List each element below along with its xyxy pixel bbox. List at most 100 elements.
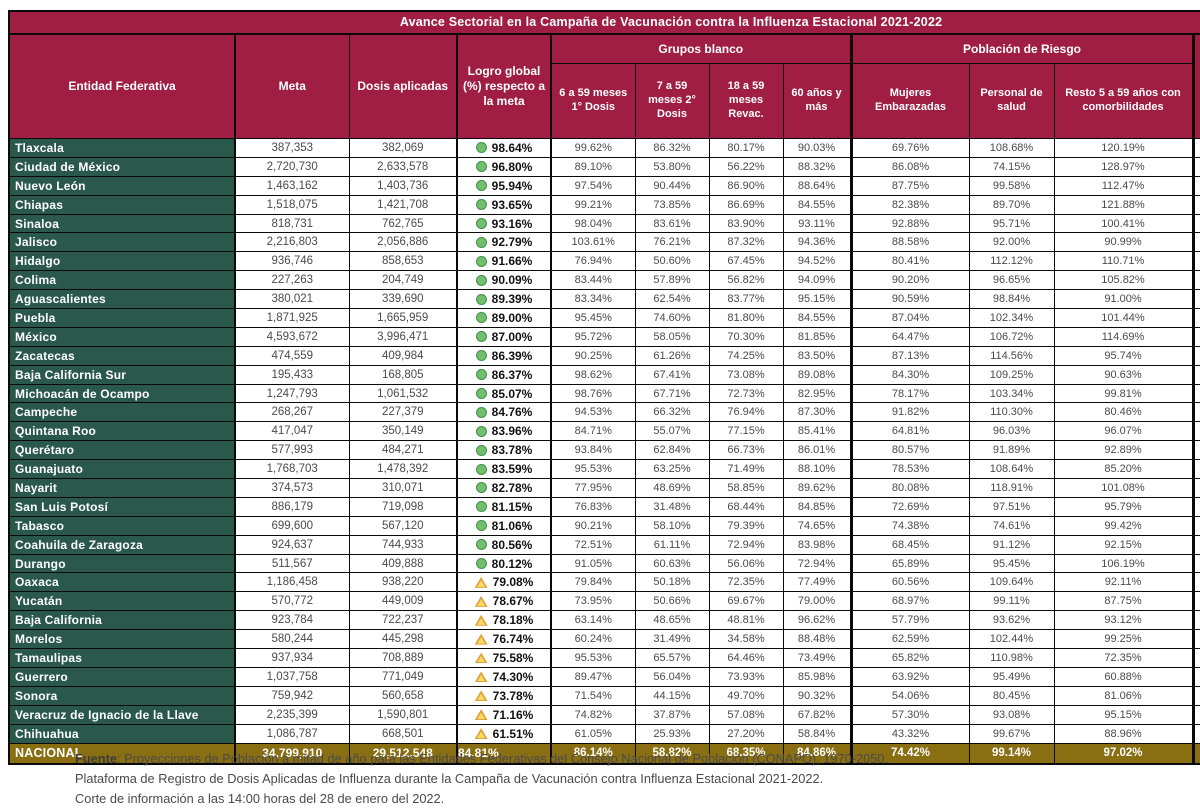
national-pct: 58.82% [634,742,710,764]
pct-embarazadas: 88.58% [849,232,970,253]
state-row: Durango 511,567 409,888 80.12% 91.05% 60… [8,553,1200,574]
state-row: Hidalgo 936,746 858,653 91.66% 76.94% 50… [8,251,1200,272]
pct-personal-salud: 74.61% [968,515,1055,536]
cropped-column-cell [1191,723,1200,744]
state-name: Aguascalientes [8,289,236,310]
dosis-value: 382,069 [348,138,458,158]
pct-18a59-revac: 80.17% [708,138,784,158]
logro-value: 98.64% [491,140,533,155]
pct-18a59-revac: 81.80% [708,308,784,328]
dosis-value: 449,009 [348,591,458,612]
meta-value: 1,871,925 [234,308,350,328]
pct-6a59-1dosis: 90.21% [550,515,636,536]
meta-value: 374,573 [234,478,350,498]
state-row: Tabasco 699,600 567,120 81.06% 90.21% 58… [8,515,1200,536]
pct-7a59-2dosis: 86.32% [634,138,710,158]
pct-personal-salud: 98.84% [968,289,1055,310]
pct-7a59-2dosis: 73.85% [634,194,710,215]
source-line2: Plataforma de Registro de Dosis Aplicada… [75,771,824,787]
meta-value: 417,047 [234,421,350,442]
dosis-value: 708,889 [348,648,458,668]
pct-60ymas: 88.48% [782,629,852,650]
meta-value: 936,746 [234,251,350,272]
pct-60ymas: 94.36% [782,232,852,253]
status-warning-triangle-icon [474,690,488,702]
state-name: Chiapas [8,194,236,215]
state-row: Quintana Roo 417,047 350,149 83.96% 84.7… [8,421,1200,442]
pct-embarazadas: 87.75% [849,175,970,196]
logro-value: 78.67% [492,594,534,609]
status-ok-circle-icon [475,520,487,532]
state-row: Sonora 759,942 560,658 73.78% 71.54% 44.… [8,685,1200,706]
cropped-column-header [1191,33,1200,139]
pct-7a59-2dosis: 48.69% [634,478,710,498]
logro-value: 89.00% [491,310,533,325]
meta-value: 4,593,672 [234,326,350,347]
meta-value: 570,772 [234,591,350,612]
cropped-column-cell [1191,194,1200,215]
pct-7a59-2dosis: 25.93% [634,723,710,744]
status-ok-circle-icon [475,406,487,418]
state-name: Tamaulipas [8,648,236,668]
state-name: San Luis Potosí [8,496,236,517]
pct-6a59-1dosis: 76.83% [550,496,636,517]
dosis-value: 762,765 [348,213,458,234]
state-name: Chihuahua [8,723,236,744]
title-row: Avance Sectorial en la Campaña de Vacuna… [8,10,1200,35]
state-name: Morelos [8,629,236,650]
pct-7a59-2dosis: 76.21% [634,232,710,253]
logro-cell: 78.18% [456,610,552,631]
pct-7a59-2dosis: 65.57% [634,648,710,668]
pct-resto-comorbilidades: 96.07% [1053,421,1194,442]
state-row: Michoacán de Ocampo 1,247,793 1,061,532 … [8,383,1200,404]
pct-6a59-1dosis: 73.95% [550,591,636,612]
pct-60ymas: 87.30% [782,402,852,423]
logro-value: 75.58% [492,650,534,665]
status-ok-circle-icon [475,482,487,494]
pct-personal-salud: 102.34% [968,308,1055,328]
logro-cell: 74.30% [456,666,552,687]
cropped-column-cell [1191,515,1200,536]
dosis-value: 567,120 [348,515,458,536]
pct-embarazadas: 92.88% [849,213,970,234]
national-label: NACIONAL [8,742,236,764]
logro-cell: 80.56% [456,534,552,555]
pct-resto-comorbilidades: 60.88% [1053,666,1194,687]
pct-personal-salud: 110.98% [968,648,1055,668]
logro-cell: 83.96% [456,421,552,442]
logro-cell: 84.76% [456,402,552,423]
national-pct: 68.35% [708,742,784,764]
pct-60ymas: 88.64% [782,175,852,196]
status-ok-circle-icon [475,199,487,211]
pct-6a59-1dosis: 95.45% [550,308,636,328]
meta-value: 759,942 [234,685,350,706]
cropped-column-cell [1191,421,1200,442]
pct-resto-comorbilidades: 101.44% [1053,308,1194,328]
cropped-column-cell [1191,496,1200,517]
logro-value: 61.51% [492,726,534,741]
state-row: Tlaxcala 387,353 382,069 98.64% 99.62% 8… [8,138,1200,158]
meta-value: 2,720,730 [234,156,350,177]
pct-6a59-1dosis: 74.82% [550,704,636,725]
cropped-column-cell [1191,534,1200,555]
pct-6a59-1dosis: 83.34% [550,289,636,310]
table-body: Tlaxcala 387,353 382,069 98.64% 99.62% 8… [8,138,1200,764]
status-ok-circle-icon [475,369,487,381]
pct-embarazadas: 57.30% [849,704,970,725]
pct-7a59-2dosis: 56.04% [634,666,710,687]
state-name: Sonora [8,685,236,706]
meta-value: 1,086,787 [234,723,350,744]
meta-value: 195,433 [234,364,350,385]
pct-personal-salud: 93.62% [968,610,1055,631]
logro-cell: 80.12% [456,553,552,574]
state-row: Puebla 1,871,925 1,665,959 89.00% 95.45%… [8,308,1200,328]
cropped-column-cell [1191,648,1200,668]
group-header-row: Entidad Federativa Meta Dosis aplicadas … [8,33,1200,139]
logro-cell: 73.78% [456,685,552,706]
pct-resto-comorbilidades: 90.99% [1053,232,1194,253]
logro-cell: 92.79% [456,232,552,253]
meta-value: 937,934 [234,648,350,668]
logro-cell: 86.39% [456,345,552,366]
pct-personal-salud: 109.64% [968,572,1055,593]
logro-value: 78.18% [492,613,534,628]
